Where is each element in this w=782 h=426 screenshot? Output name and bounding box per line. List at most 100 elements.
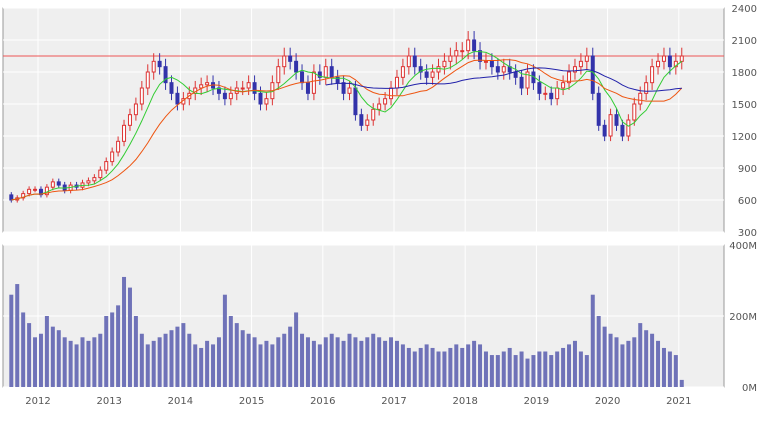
candle-body [252, 82, 257, 94]
candle-body [424, 71, 429, 78]
volume-bar [104, 316, 109, 387]
volume-bar [122, 276, 127, 387]
volume-bar [341, 340, 346, 387]
volume-bar [661, 347, 666, 387]
candle-body [406, 55, 411, 68]
price-tick-label: 2100 [732, 36, 757, 47]
volume-bar [507, 347, 512, 387]
volume-bar [205, 340, 210, 387]
volume-bar [211, 344, 216, 387]
candle-body [127, 114, 132, 126]
volume-bar [9, 294, 14, 387]
volume-panel: 0M 200M 400M [2, 241, 757, 394]
volume-bar [27, 323, 32, 387]
volume-tick-label: 400M [729, 241, 757, 252]
x-tick-label: 2013 [96, 396, 121, 407]
volume-bar [38, 333, 43, 387]
volume-bar [679, 379, 684, 387]
volume-bar [549, 355, 554, 387]
candle-body [466, 39, 471, 52]
candle-body [38, 188, 43, 196]
volume-bar [531, 355, 536, 387]
price-tick-label: 2400 [732, 4, 757, 15]
volume-bar [62, 337, 67, 387]
volume-bar [92, 337, 97, 387]
candle-body [228, 92, 233, 100]
volume-bar [389, 337, 394, 387]
candle-body [300, 71, 305, 84]
volume-bar [311, 340, 316, 387]
volume-bar [234, 323, 239, 387]
candle-body [317, 71, 322, 78]
volume-bar [412, 351, 417, 387]
candle-body [549, 92, 554, 100]
volume-bar [258, 344, 263, 387]
volume-bar [33, 337, 38, 387]
price-tick-label: 1500 [732, 100, 757, 111]
candle-body [656, 60, 661, 68]
volume-bar [525, 358, 530, 387]
candle-body [151, 60, 156, 73]
candle-body [389, 87, 394, 100]
volume-bar [323, 337, 328, 387]
volume-bar [620, 344, 625, 387]
volume-bar [478, 344, 483, 387]
volume-bar [151, 340, 156, 387]
volume-bar [276, 337, 281, 387]
volume-bar [644, 330, 649, 387]
candle-body [98, 169, 103, 179]
volume-bar [673, 355, 678, 387]
candle-body [377, 103, 382, 110]
volume-bar [418, 347, 423, 387]
candle-body [335, 76, 340, 84]
candle-body [572, 66, 577, 73]
volume-bar [252, 337, 257, 387]
candle-body [311, 71, 316, 94]
volume-bar [543, 351, 548, 387]
volume-bar [596, 316, 601, 387]
volume-bar [270, 344, 275, 387]
volume-bar [68, 340, 73, 387]
volume-bar [74, 344, 79, 387]
volume-bar [163, 333, 168, 387]
volume-bar [495, 355, 500, 387]
candle-body [205, 82, 210, 86]
volume-bar [228, 316, 233, 387]
price-tick-label: 900 [738, 164, 757, 175]
candle-body [365, 119, 370, 126]
candle-body [157, 60, 162, 68]
candle-body [27, 188, 32, 195]
volume-bar [294, 312, 299, 387]
candle-body [56, 181, 61, 186]
candle-body [86, 180, 91, 184]
volume-bar [246, 333, 251, 387]
x-tick-label: 2018 [452, 396, 477, 407]
volume-bar [590, 294, 595, 387]
candle-body [418, 66, 423, 73]
volume-bar [442, 351, 447, 387]
volume-bar [460, 347, 465, 387]
candle-body [9, 194, 14, 201]
price-tick-label: 1200 [732, 132, 757, 143]
volume-bar [50, 326, 55, 387]
ma-short-line [11, 51, 683, 201]
candle-body [543, 92, 548, 95]
candle-body [175, 92, 180, 105]
candle-body [169, 82, 174, 94]
x-tick-label: 2019 [524, 396, 549, 407]
candle-body [679, 55, 684, 62]
volume-bar [400, 344, 405, 387]
volume-bar [383, 340, 388, 387]
volume-bar [44, 316, 49, 387]
candle-body [199, 84, 204, 89]
price-tick-label: 600 [738, 196, 757, 207]
volume-bar [513, 355, 518, 387]
volume-tick-label: 200M [729, 312, 757, 323]
volume-bar [436, 351, 441, 387]
candle-body [240, 87, 245, 90]
volume-bar [614, 337, 619, 387]
candle-body [359, 114, 364, 126]
volume-bar [638, 323, 643, 387]
volume-bar [21, 312, 26, 387]
